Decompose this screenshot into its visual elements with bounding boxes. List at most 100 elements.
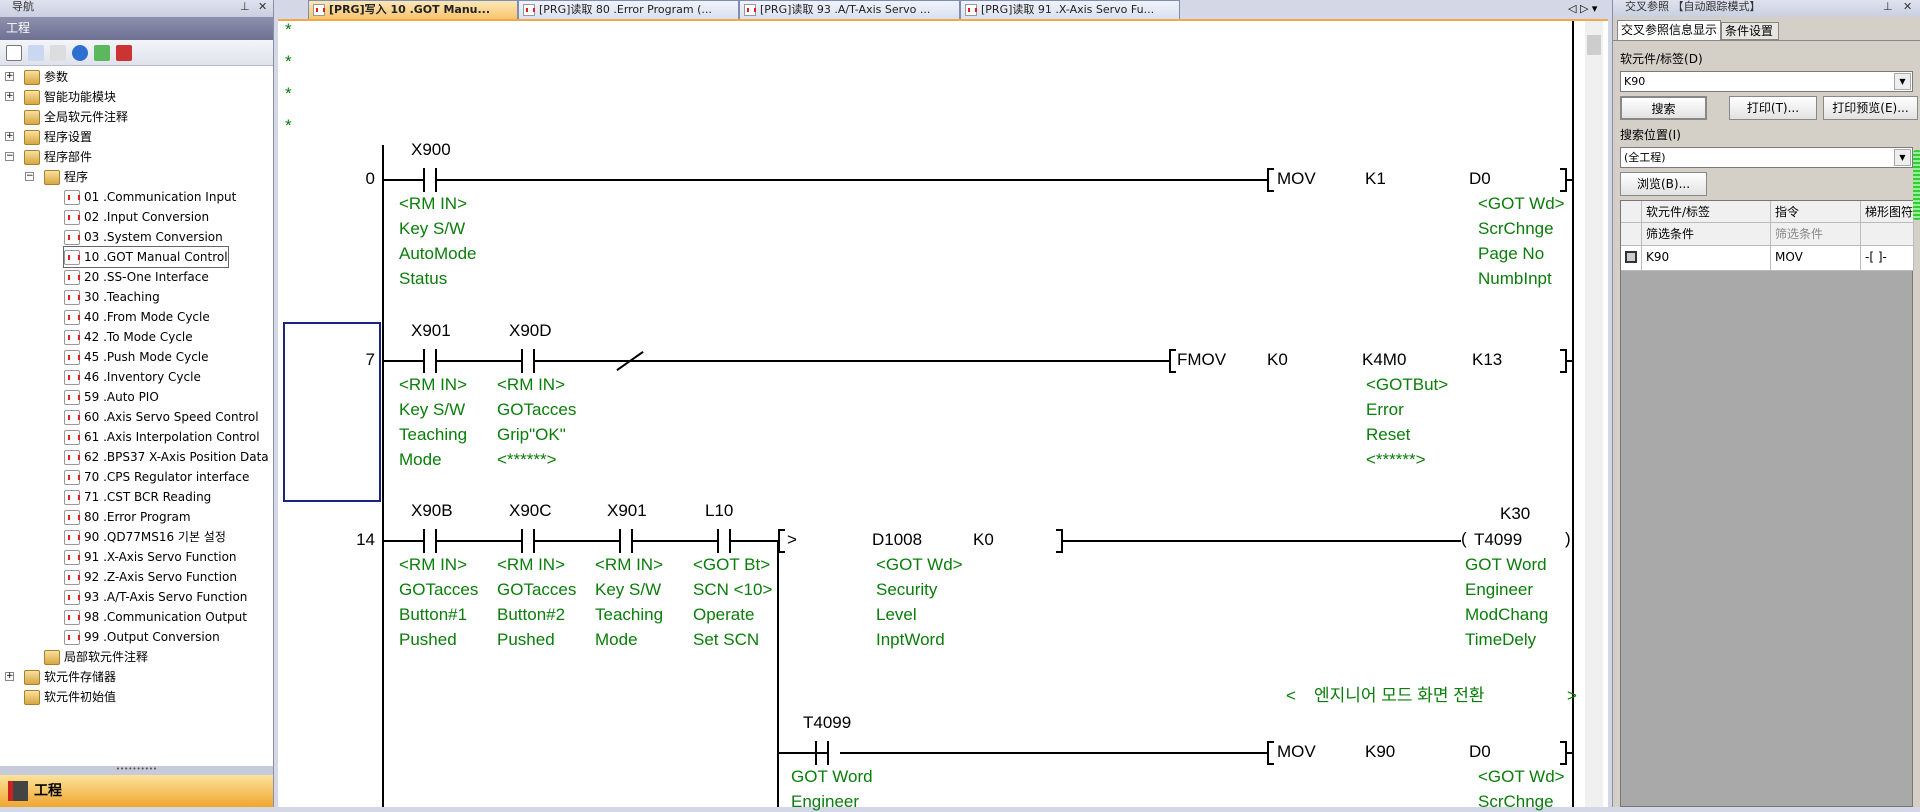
statement-close: >	[1567, 686, 1577, 705]
table-row-symbol[interactable]: -[ ]-	[1861, 246, 1914, 271]
tree-item[interactable]: 90 .QD77MS16 기본 설정	[64, 527, 226, 547]
device-comment: Security	[876, 580, 938, 599]
table-row-instruction[interactable]: MOV	[1771, 246, 1861, 271]
tree-item[interactable]: 全局软元件注释	[24, 107, 128, 127]
tree-item[interactable]: 局部软元件注释	[44, 647, 148, 667]
tree-item[interactable]: 59 .Auto PIO	[64, 387, 159, 407]
tree-item[interactable]: 62 .BPS37 X-Axis Position Data	[64, 447, 269, 467]
tree-item[interactable]: 71 .CST BCR Reading	[64, 487, 211, 507]
tree-item[interactable]: 45 .Push Mode Cycle	[64, 347, 209, 367]
tree-item[interactable]: 30 .Teaching	[64, 287, 160, 307]
tree-item[interactable]: 程序	[44, 167, 88, 187]
column-header-device[interactable]: 软元件/标签	[1642, 201, 1771, 223]
tree-item[interactable]: 61 .Axis Interpolation Control	[64, 427, 260, 447]
filter-instruction[interactable]: 筛选条件	[1771, 223, 1861, 246]
splitter-handle[interactable]: ••••••••••	[0, 766, 273, 775]
collapse-icon[interactable]: −	[5, 151, 14, 161]
tree-item[interactable]: 46 .Inventory Cycle	[64, 367, 201, 387]
statement-marker: *	[285, 116, 292, 135]
tab-error-program[interactable]: [PRG]读取 80 .Error Program (...	[518, 0, 739, 19]
device-comment: <RM IN>	[399, 194, 468, 213]
device-combo[interactable]: K90 ▼	[1620, 71, 1913, 92]
expand-icon[interactable]: +	[5, 671, 14, 681]
close-icon[interactable]: ✕	[1903, 0, 1913, 13]
tree-item-label: 软元件存储器	[44, 670, 117, 684]
chevron-down-icon[interactable]: ▼	[1894, 73, 1911, 90]
project-pane-button[interactable]: 工程	[0, 775, 273, 807]
tree-item[interactable]: 40 .From Mode Cycle	[64, 307, 210, 327]
pin-icon[interactable]: ⊥	[1883, 0, 1893, 13]
scrollbar-thumb[interactable]	[1587, 35, 1601, 55]
tab-got-manual[interactable]: [PRG]写入 10 .GOT Manu...	[308, 0, 518, 19]
chevron-down-icon[interactable]: ▼	[1894, 149, 1911, 166]
column-header-instruction[interactable]: 指令	[1771, 201, 1861, 223]
tree-item[interactable]: 42 .To Mode Cycle	[64, 327, 193, 347]
search-location-combo[interactable]: (全工程) ▼	[1620, 147, 1913, 168]
tree-item[interactable]: 99 .Output Conversion	[64, 627, 220, 647]
results-grid: 软元件/标签 指令 梯形图符 筛选条件 筛选条件 K90 MOV -[ ]-	[1620, 200, 1914, 807]
filter-ladder-symbol[interactable]	[1861, 223, 1914, 246]
tab-condition-settings[interactable]: 条件设置	[1721, 22, 1779, 40]
tree-item[interactable]: 程序部件	[24, 147, 92, 167]
tree-item[interactable]: 91 .X-Axis Servo Function	[64, 547, 237, 567]
copy-icon[interactable]	[28, 44, 44, 61]
column-header-ladder-symbol[interactable]: 梯形图符	[1861, 201, 1914, 223]
expand-icon[interactable]: +	[5, 91, 14, 101]
tab-scroll-icon[interactable]: ◁ ▷ ▾	[1568, 2, 1598, 15]
info-icon[interactable]	[72, 44, 88, 61]
tree-item[interactable]: 70 .CPS Regulator interface	[64, 467, 249, 487]
rung-selection-cursor[interactable]	[283, 322, 381, 502]
device-comment: Level	[876, 605, 917, 624]
tree-item[interactable]: 60 .Axis Servo Speed Control	[64, 407, 259, 427]
device-comment: <GOT Bt>	[693, 555, 771, 574]
device-comment: <RM IN>	[399, 555, 468, 574]
tree-item[interactable]: 软元件存储器	[24, 667, 116, 687]
table-row-device[interactable]: K90	[1642, 246, 1771, 271]
device-comment: SCN <10>	[693, 580, 773, 599]
device-comment: Teaching	[595, 605, 664, 624]
pin-icon[interactable]: ⊥	[240, 0, 250, 13]
tree-item[interactable]: 93 .A/T-Axis Servo Function	[64, 587, 247, 607]
device-comment: <RM IN>	[399, 375, 468, 394]
collapse-icon[interactable]: −	[25, 171, 34, 181]
device-comment: AutoMode	[399, 244, 477, 263]
close-icon[interactable]: ✕	[258, 0, 268, 13]
program-icon	[744, 4, 756, 16]
tree-item[interactable]: 20 .SS-One Interface	[64, 267, 209, 287]
paste-icon[interactable]	[50, 44, 66, 61]
tree-item[interactable]: 02 .Input Conversion	[64, 207, 209, 227]
tree-item[interactable]: 01 .Communication Input	[64, 187, 236, 207]
refresh-icon[interactable]	[94, 44, 110, 61]
tool-dropdown-icon[interactable]	[116, 44, 132, 61]
tree-item[interactable]: 92 .Z-Axis Servo Function	[64, 567, 237, 587]
tree-item[interactable]: 10 .GOT Manual Control	[63, 246, 229, 268]
tree-item[interactable]: 智能功能模块	[24, 87, 116, 107]
tree-item[interactable]: 软元件初始值	[24, 687, 116, 707]
tree-item[interactable]: 80 .Error Program	[64, 507, 191, 527]
tree-item[interactable]: 03 .System Conversion	[64, 227, 223, 247]
cross-ref-title: 交叉参照 【自动跟踪模式】	[1625, 0, 1761, 13]
tab-at-axis-servo[interactable]: [PRG]读取 93 .A/T-Axis Servo ...	[739, 0, 960, 19]
contact-symbol	[815, 741, 817, 765]
panel-scrollbar[interactable]	[1913, 150, 1920, 220]
ladder-canvas[interactable]: * * * * 0 X900 <RM IN> Key S/W AutoMode Status MOV…	[278, 0, 1578, 811]
compare-operand: K0	[973, 530, 994, 549]
tree-item-label: 全局软元件注释	[44, 110, 129, 124]
tree-item[interactable]: 98 .Communication Output	[64, 607, 247, 627]
tab-x-axis-servo[interactable]: [PRG]读取 91 .X-Axis Servo Fu...	[960, 0, 1180, 19]
vertical-scrollbar[interactable]	[1585, 21, 1603, 807]
print-preview-button[interactable]: 打印预览(E)...	[1823, 96, 1918, 120]
tree-item[interactable]: 程序设置	[24, 127, 92, 147]
filter-device[interactable]: 筛选条件	[1642, 223, 1771, 246]
browse-button[interactable]: 浏览(B)...	[1620, 172, 1707, 196]
device-comment: Mode	[595, 630, 638, 649]
expand-icon[interactable]: +	[5, 71, 14, 81]
tab-cross-ref-info[interactable]: 交叉参照信息显示	[1617, 20, 1721, 40]
print-button[interactable]: 打印(T)...	[1729, 96, 1817, 120]
instruction-operand: MOV	[1277, 169, 1316, 188]
search-button[interactable]: 搜索	[1620, 96, 1707, 120]
expand-icon[interactable]: +	[5, 131, 14, 141]
new-icon[interactable]	[6, 44, 22, 61]
branch-wire	[777, 541, 779, 807]
tree-item[interactable]: 参数	[24, 67, 68, 87]
